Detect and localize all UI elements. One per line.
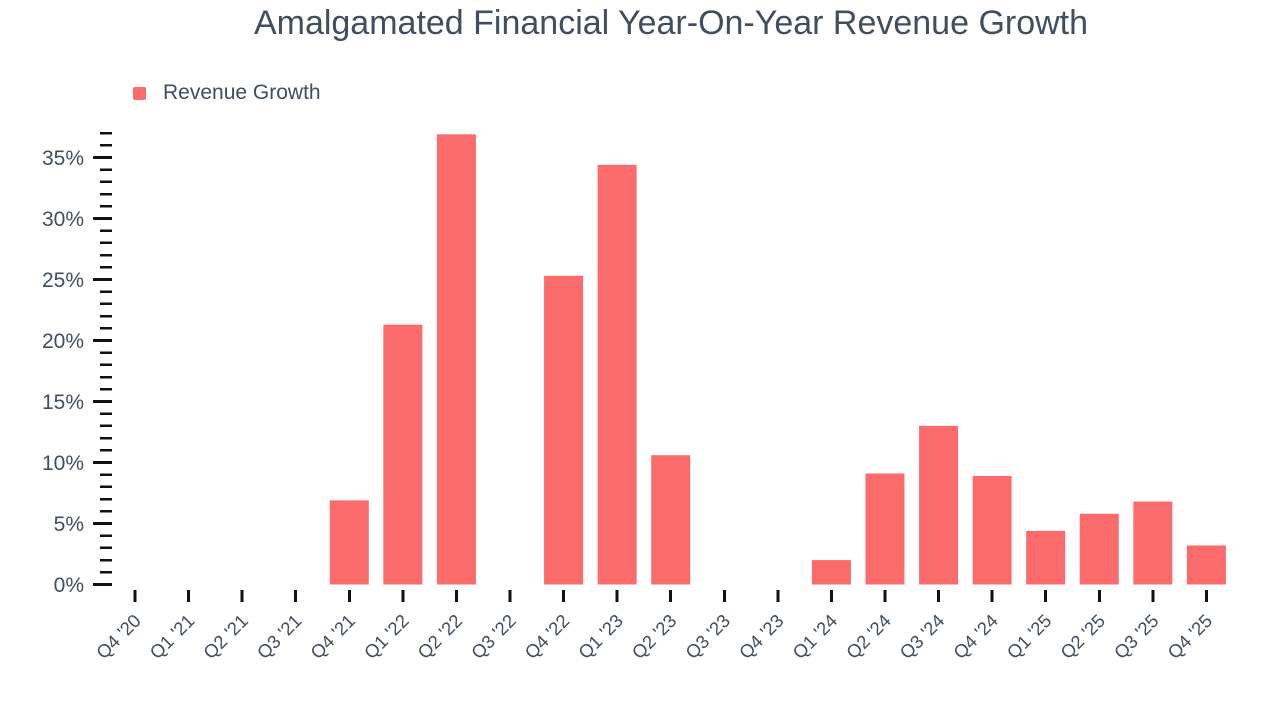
x-axis-label: Q1 '23: [574, 610, 627, 663]
x-axis-label: Q4 '24: [949, 610, 1002, 663]
bar-q1-23: [597, 164, 637, 585]
x-axis-label: Q1 '21: [145, 610, 198, 663]
x-axis-label: Q3 '21: [253, 610, 306, 663]
x-axis-label: Q2 '21: [199, 610, 252, 663]
bar-q2-22: [436, 134, 476, 585]
bar-q4-22: [544, 275, 584, 585]
x-axis-label: Q1 '22: [360, 610, 413, 663]
x-axis-label: Q3 '23: [681, 610, 734, 663]
x-axis-label: Q2 '22: [413, 610, 466, 663]
x-axis-label: Q2 '23: [628, 610, 681, 663]
bar-q2-25: [1079, 513, 1119, 585]
y-axis-label: 25%: [42, 269, 84, 292]
bar-q2-23: [651, 455, 691, 585]
x-axis-label: Q4 '25: [1163, 610, 1216, 663]
y-axis-label: 20%: [42, 330, 84, 353]
bar-q4-24: [972, 475, 1012, 585]
bar-q3-25: [1133, 501, 1173, 585]
legend-swatch-icon: [133, 86, 146, 100]
x-axis-label: Q3 '24: [895, 610, 948, 663]
bar-q3-24: [919, 425, 959, 585]
chart-title: Amalgamated Financial Year-On-Year Reven…: [253, 4, 1089, 42]
x-axis-label: Q4 '20: [92, 610, 145, 663]
y-axis-label: 5%: [54, 513, 84, 536]
legend-label: Revenue Growth: [163, 81, 321, 104]
x-axis-label: Q3 '22: [467, 610, 520, 663]
x-axis-label: Q1 '25: [1003, 610, 1056, 663]
y-axis-label: 0%: [54, 574, 84, 597]
x-axis-label: Q3 '25: [1110, 610, 1163, 663]
bar-q4-25: [1186, 545, 1226, 585]
x-axis-label: Q2 '24: [842, 610, 895, 663]
legend: Revenue Growth: [133, 81, 321, 105]
x-axis-label: Q1 '24: [788, 610, 841, 663]
x-axis-label: Q4 '23: [735, 610, 788, 663]
bar-q1-22: [383, 324, 423, 585]
x-axis-label: Q2 '25: [1056, 610, 1109, 663]
bar-q4-21: [329, 500, 369, 585]
y-axis-label: 30%: [42, 208, 84, 231]
bar-q1-25: [1026, 530, 1066, 585]
y-axis-label: 15%: [42, 391, 84, 414]
bar-q2-24: [865, 473, 905, 585]
bar-q1-24: [811, 560, 851, 585]
x-axis-label: Q4 '22: [520, 610, 573, 663]
x-axis-label: Q4 '21: [306, 610, 359, 663]
y-axis-label: 35%: [42, 147, 84, 170]
y-axis-label: 10%: [42, 452, 84, 475]
